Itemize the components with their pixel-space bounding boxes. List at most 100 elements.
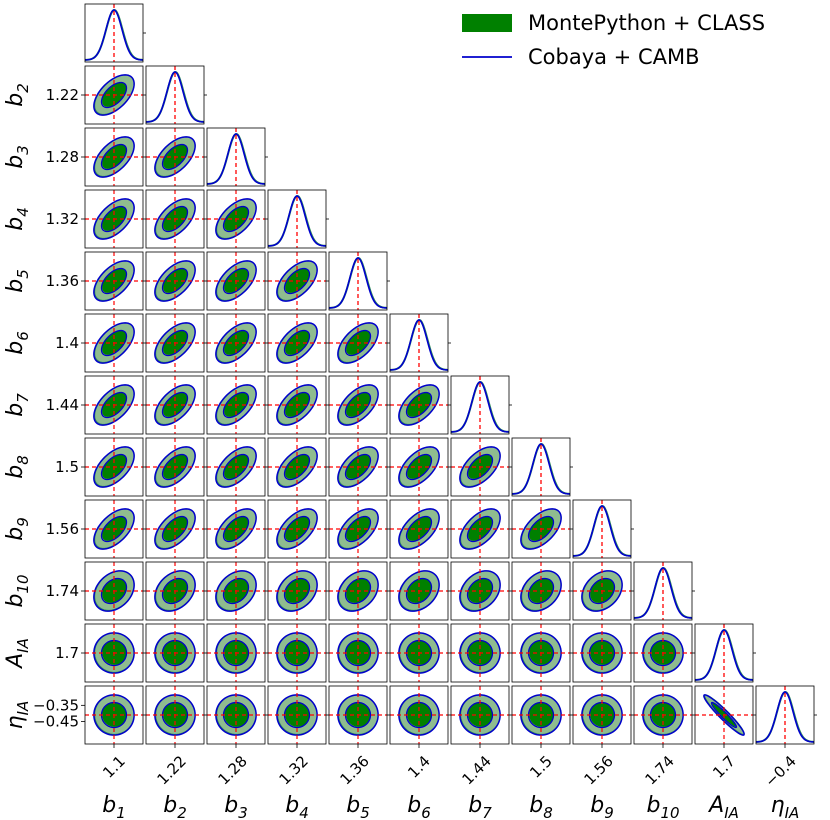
y-tick-label-7-0: 1.5 bbox=[55, 458, 79, 476]
panel-frame bbox=[389, 375, 449, 435]
diag-panel-4 bbox=[328, 251, 390, 311]
contour-95-cobaya bbox=[93, 74, 135, 116]
contour-panel-4-0 bbox=[84, 251, 146, 311]
panel-frame bbox=[450, 561, 510, 621]
contour-68-cobaya bbox=[710, 701, 738, 729]
contour-68-cobaya bbox=[344, 577, 372, 605]
contour-95-cobaya bbox=[154, 260, 196, 302]
contour-panel-8-5 bbox=[389, 499, 451, 559]
panel-frame bbox=[145, 251, 205, 311]
contour-panel-4-2 bbox=[206, 251, 268, 311]
contour-panel-2-0 bbox=[84, 127, 146, 187]
x-axis-label-4: b5 bbox=[346, 793, 370, 820]
panel-frame bbox=[389, 499, 449, 559]
panel-frame bbox=[694, 623, 754, 683]
contour-95-cobaya bbox=[337, 384, 379, 426]
panel-frame bbox=[206, 127, 266, 187]
contour-95-cobaya bbox=[154, 570, 196, 612]
contour-panel-11-10 bbox=[694, 685, 756, 745]
contour-panel-9-8 bbox=[572, 561, 634, 621]
contour-68-cobaya bbox=[283, 639, 311, 667]
panel-frame bbox=[511, 437, 571, 497]
contour-panel-11-7 bbox=[511, 685, 573, 745]
panel-frame bbox=[145, 127, 205, 187]
y-axis-label-10: AIA bbox=[3, 638, 32, 670]
y-tick-label-11-0: −0.35 bbox=[33, 696, 79, 714]
panel-frame bbox=[328, 623, 388, 683]
panel-frame bbox=[145, 561, 205, 621]
contour-68-cobaya bbox=[100, 453, 128, 481]
contour-68-cobaya bbox=[588, 577, 616, 605]
contour-68-cobaya bbox=[527, 639, 555, 667]
contour-68-cobaya bbox=[222, 701, 250, 729]
contour-panel-11-1 bbox=[145, 685, 207, 745]
panel-frame bbox=[145, 437, 205, 497]
contour-68-cobaya bbox=[588, 701, 616, 729]
contour-panel-9-1 bbox=[145, 561, 207, 621]
diag-panel-11 bbox=[755, 685, 817, 745]
contour-68-cobaya bbox=[466, 639, 494, 667]
contour-68-cobaya bbox=[466, 701, 494, 729]
y-axis-label-9: b10 bbox=[3, 574, 32, 607]
contour-panel-8-1 bbox=[145, 499, 207, 559]
contour-68-cobaya bbox=[344, 639, 372, 667]
diag-panel-0 bbox=[84, 3, 146, 63]
contour-68-cobaya bbox=[100, 329, 128, 357]
x-tick-label-4: 1.36 bbox=[336, 752, 372, 788]
contour-panel-5-1 bbox=[145, 313, 207, 373]
x-tick-label-10: 1.7 bbox=[709, 752, 739, 782]
panel-frame bbox=[572, 499, 632, 559]
panel-frame bbox=[328, 375, 388, 435]
contour-panel-6-4 bbox=[328, 375, 390, 435]
contour-68-cobaya bbox=[283, 267, 311, 295]
contour-panel-5-4 bbox=[328, 313, 390, 373]
contour-95-cobaya bbox=[398, 384, 440, 426]
contour-panel-11-5 bbox=[389, 685, 451, 745]
contour-68-cobaya bbox=[161, 453, 189, 481]
panel-frame bbox=[450, 375, 510, 435]
contour-panel-10-6 bbox=[450, 623, 512, 683]
contour-panel-7-3 bbox=[267, 437, 329, 497]
contour-68-cobaya bbox=[222, 267, 250, 295]
contour-68-cobaya bbox=[100, 143, 128, 171]
contour-95-cobaya bbox=[215, 198, 257, 240]
x-tick-label-6: 1.44 bbox=[458, 752, 494, 788]
contour-panel-5-3 bbox=[267, 313, 329, 373]
panel-frame bbox=[511, 561, 571, 621]
contour-panel-10-7 bbox=[511, 623, 573, 683]
contour-95-cobaya bbox=[337, 570, 379, 612]
posterior-cobaya-1 bbox=[146, 71, 204, 123]
panel-frame bbox=[145, 375, 205, 435]
contour-panel-10-8 bbox=[572, 623, 634, 683]
contour-68-cobaya bbox=[527, 701, 555, 729]
contour-95-cobaya bbox=[154, 508, 196, 550]
contour-95-cobaya bbox=[215, 570, 257, 612]
contour-95-cobaya bbox=[276, 508, 318, 550]
x-axis-label-1: b2 bbox=[163, 793, 187, 820]
panel-frame bbox=[450, 437, 510, 497]
contour-95-cobaya bbox=[276, 570, 318, 612]
contour-95-cobaya bbox=[154, 198, 196, 240]
diag-panel-10 bbox=[694, 623, 756, 683]
contour-panel-11-3 bbox=[267, 685, 329, 745]
contour-panel-9-5 bbox=[389, 561, 451, 621]
panel-frame bbox=[328, 251, 388, 311]
y-tick-label-10-0: 1.7 bbox=[55, 644, 79, 662]
contour-68-cobaya bbox=[100, 81, 128, 109]
contour-68-cobaya bbox=[222, 453, 250, 481]
contour-95-cobaya bbox=[93, 322, 135, 364]
contour-95-cobaya bbox=[337, 508, 379, 550]
contour-panel-8-0 bbox=[84, 499, 146, 559]
contour-95-cobaya bbox=[459, 570, 501, 612]
panel-frame bbox=[389, 561, 449, 621]
y-tick-label-11-1: −0.45 bbox=[33, 712, 79, 730]
contour-95-cobaya bbox=[703, 694, 745, 736]
posterior-cobaya-10 bbox=[695, 629, 753, 681]
y-tick-label-1-0: 1.22 bbox=[46, 86, 79, 104]
contour-panel-11-9 bbox=[633, 685, 695, 745]
contour-95-cobaya bbox=[215, 260, 257, 302]
contour-95-cobaya bbox=[276, 260, 318, 302]
contour-95-cobaya bbox=[215, 322, 257, 364]
contour-95-cobaya bbox=[276, 322, 318, 364]
panel-frame bbox=[206, 189, 266, 249]
